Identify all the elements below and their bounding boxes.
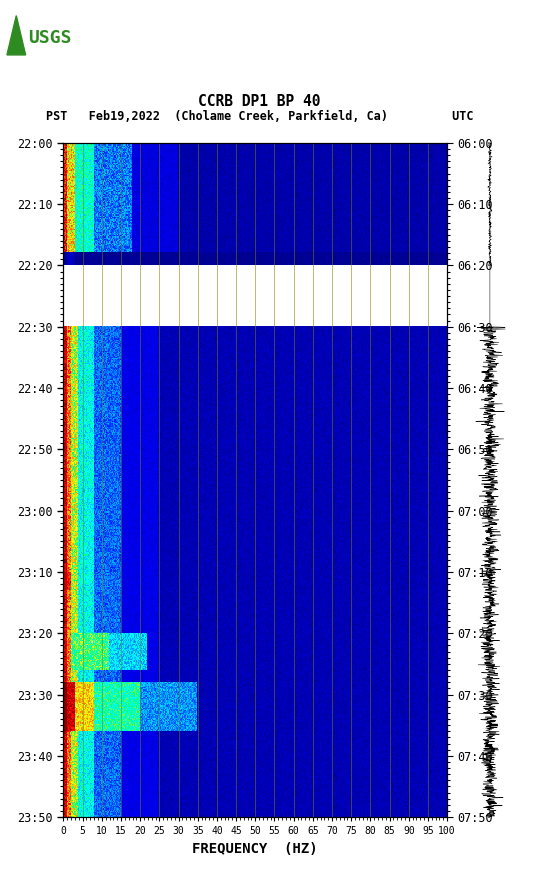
Polygon shape (7, 15, 25, 54)
Text: USGS: USGS (29, 29, 72, 46)
X-axis label: FREQUENCY  (HZ): FREQUENCY (HZ) (193, 842, 318, 855)
Text: PST   Feb19,2022  (Cholame Creek, Parkfield, Ca)         UTC: PST Feb19,2022 (Cholame Creek, Parkfield… (46, 111, 473, 123)
Text: CCRB DP1 BP 40: CCRB DP1 BP 40 (198, 95, 321, 109)
